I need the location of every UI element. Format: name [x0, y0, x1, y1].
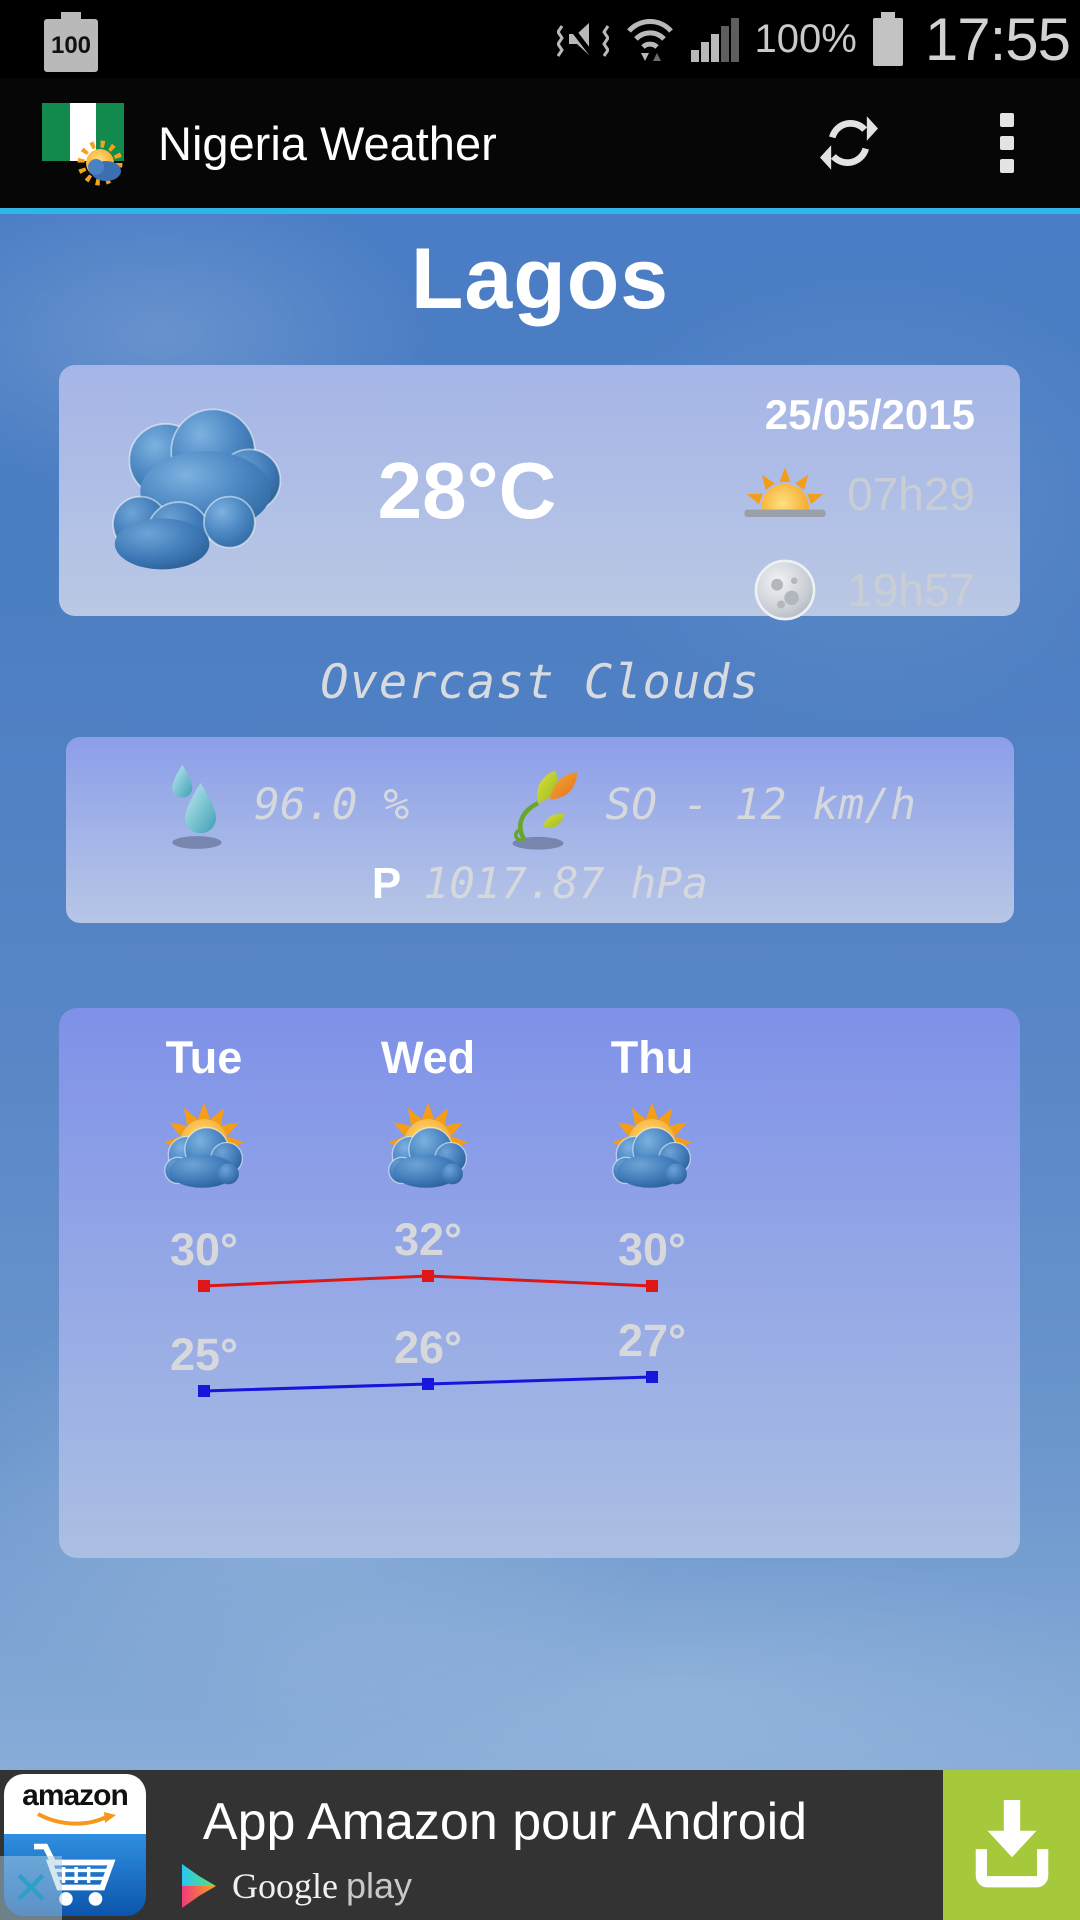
sun-clouds-icon — [316, 1092, 540, 1202]
forecast-max-temp: 30° — [169, 1224, 239, 1275]
battery-icon — [871, 10, 905, 68]
sun-clouds-icon — [92, 1092, 316, 1202]
amazon-logo-text: amazon — [22, 1779, 129, 1812]
vibrate-mute-icon — [556, 20, 609, 58]
status-bar: 100 100% — [0, 0, 1080, 78]
pressure-label: P — [371, 859, 402, 908]
forecast-min-temp: 26° — [393, 1322, 463, 1373]
current-temperature: 28°C — [377, 445, 557, 535]
accent-divider — [0, 208, 1080, 214]
ad-close-button[interactable]: ✕ — [0, 1856, 62, 1920]
battery-percent: 100% — [754, 16, 857, 61]
forecast-min-temp: 27° — [617, 1315, 687, 1366]
google-play-badge[interactable]: Google play — [180, 1864, 412, 1908]
download-icon — [975, 1800, 1048, 1888]
humidity-value: 96.0 % — [253, 780, 410, 830]
app-logo-nigeria-flag-icon — [38, 95, 130, 191]
google-play-text-google: Google — [232, 1866, 338, 1906]
wifi-icon — [626, 19, 673, 61]
app-title: Nigeria Weather — [158, 116, 497, 170]
forecast-day-name: Wed — [380, 1032, 476, 1083]
battery-level-text: 100 — [50, 31, 92, 59]
sunrise-time: 07h29 — [847, 468, 975, 520]
overcast-clouds-icon — [112, 408, 282, 570]
google-play-icon — [182, 1864, 216, 1908]
google-play-text-play: play — [345, 1865, 413, 1906]
forecast-chart — [198, 1270, 658, 1397]
wind-icon — [512, 770, 578, 850]
moon-icon — [754, 559, 816, 621]
ad-banner[interactable]: amazon App Am — [0, 1770, 1080, 1920]
pressure-value: 1017.87 hPa — [423, 859, 709, 909]
status-time: 17:55 — [924, 5, 1071, 73]
forecast-max-temp: 32° — [393, 1214, 463, 1265]
sunrise-icon — [744, 467, 826, 517]
sunset-time: 19h57 — [847, 564, 975, 616]
signal-icon — [690, 18, 739, 62]
forecast-day-name: Tue — [165, 1032, 243, 1083]
ad-title[interactable]: App Amazon pour Android — [202, 1793, 808, 1851]
ad-download-button[interactable] — [943, 1770, 1080, 1920]
forecast-card: Tue Wed Thu 30° 32° 30° 25° 26° 27° — [59, 1008, 1020, 1558]
battery-level-icon: 100 — [44, 12, 98, 72]
sun-clouds-icon — [540, 1092, 764, 1202]
current-date: 25/05/2015 — [764, 391, 975, 438]
amazon-smile-icon — [37, 1812, 116, 1826]
forecast-day-name: Thu — [610, 1032, 694, 1083]
condition-text: Overcast Clouds — [320, 655, 760, 710]
wind-value: SO - 12 km/h — [605, 780, 916, 830]
forecast-max-temp: 30° — [617, 1224, 687, 1275]
refresh-button[interactable] — [820, 114, 878, 172]
city-name: Lagos — [410, 231, 670, 327]
forecast-min-temp: 25° — [169, 1329, 239, 1380]
overflow-menu-button[interactable] — [1000, 113, 1014, 173]
weather-background: Lagos 28°C 25/05/2015 — [0, 214, 1080, 1920]
app-bar: Nigeria Weather — [0, 78, 1080, 208]
current-weather-card: 28°C 25/05/2015 — [59, 365, 1020, 621]
details-card: 96.0 % SO - 12 km/h P 1017.87 hPa — [66, 737, 1014, 923]
humidity-icon — [172, 764, 222, 849]
